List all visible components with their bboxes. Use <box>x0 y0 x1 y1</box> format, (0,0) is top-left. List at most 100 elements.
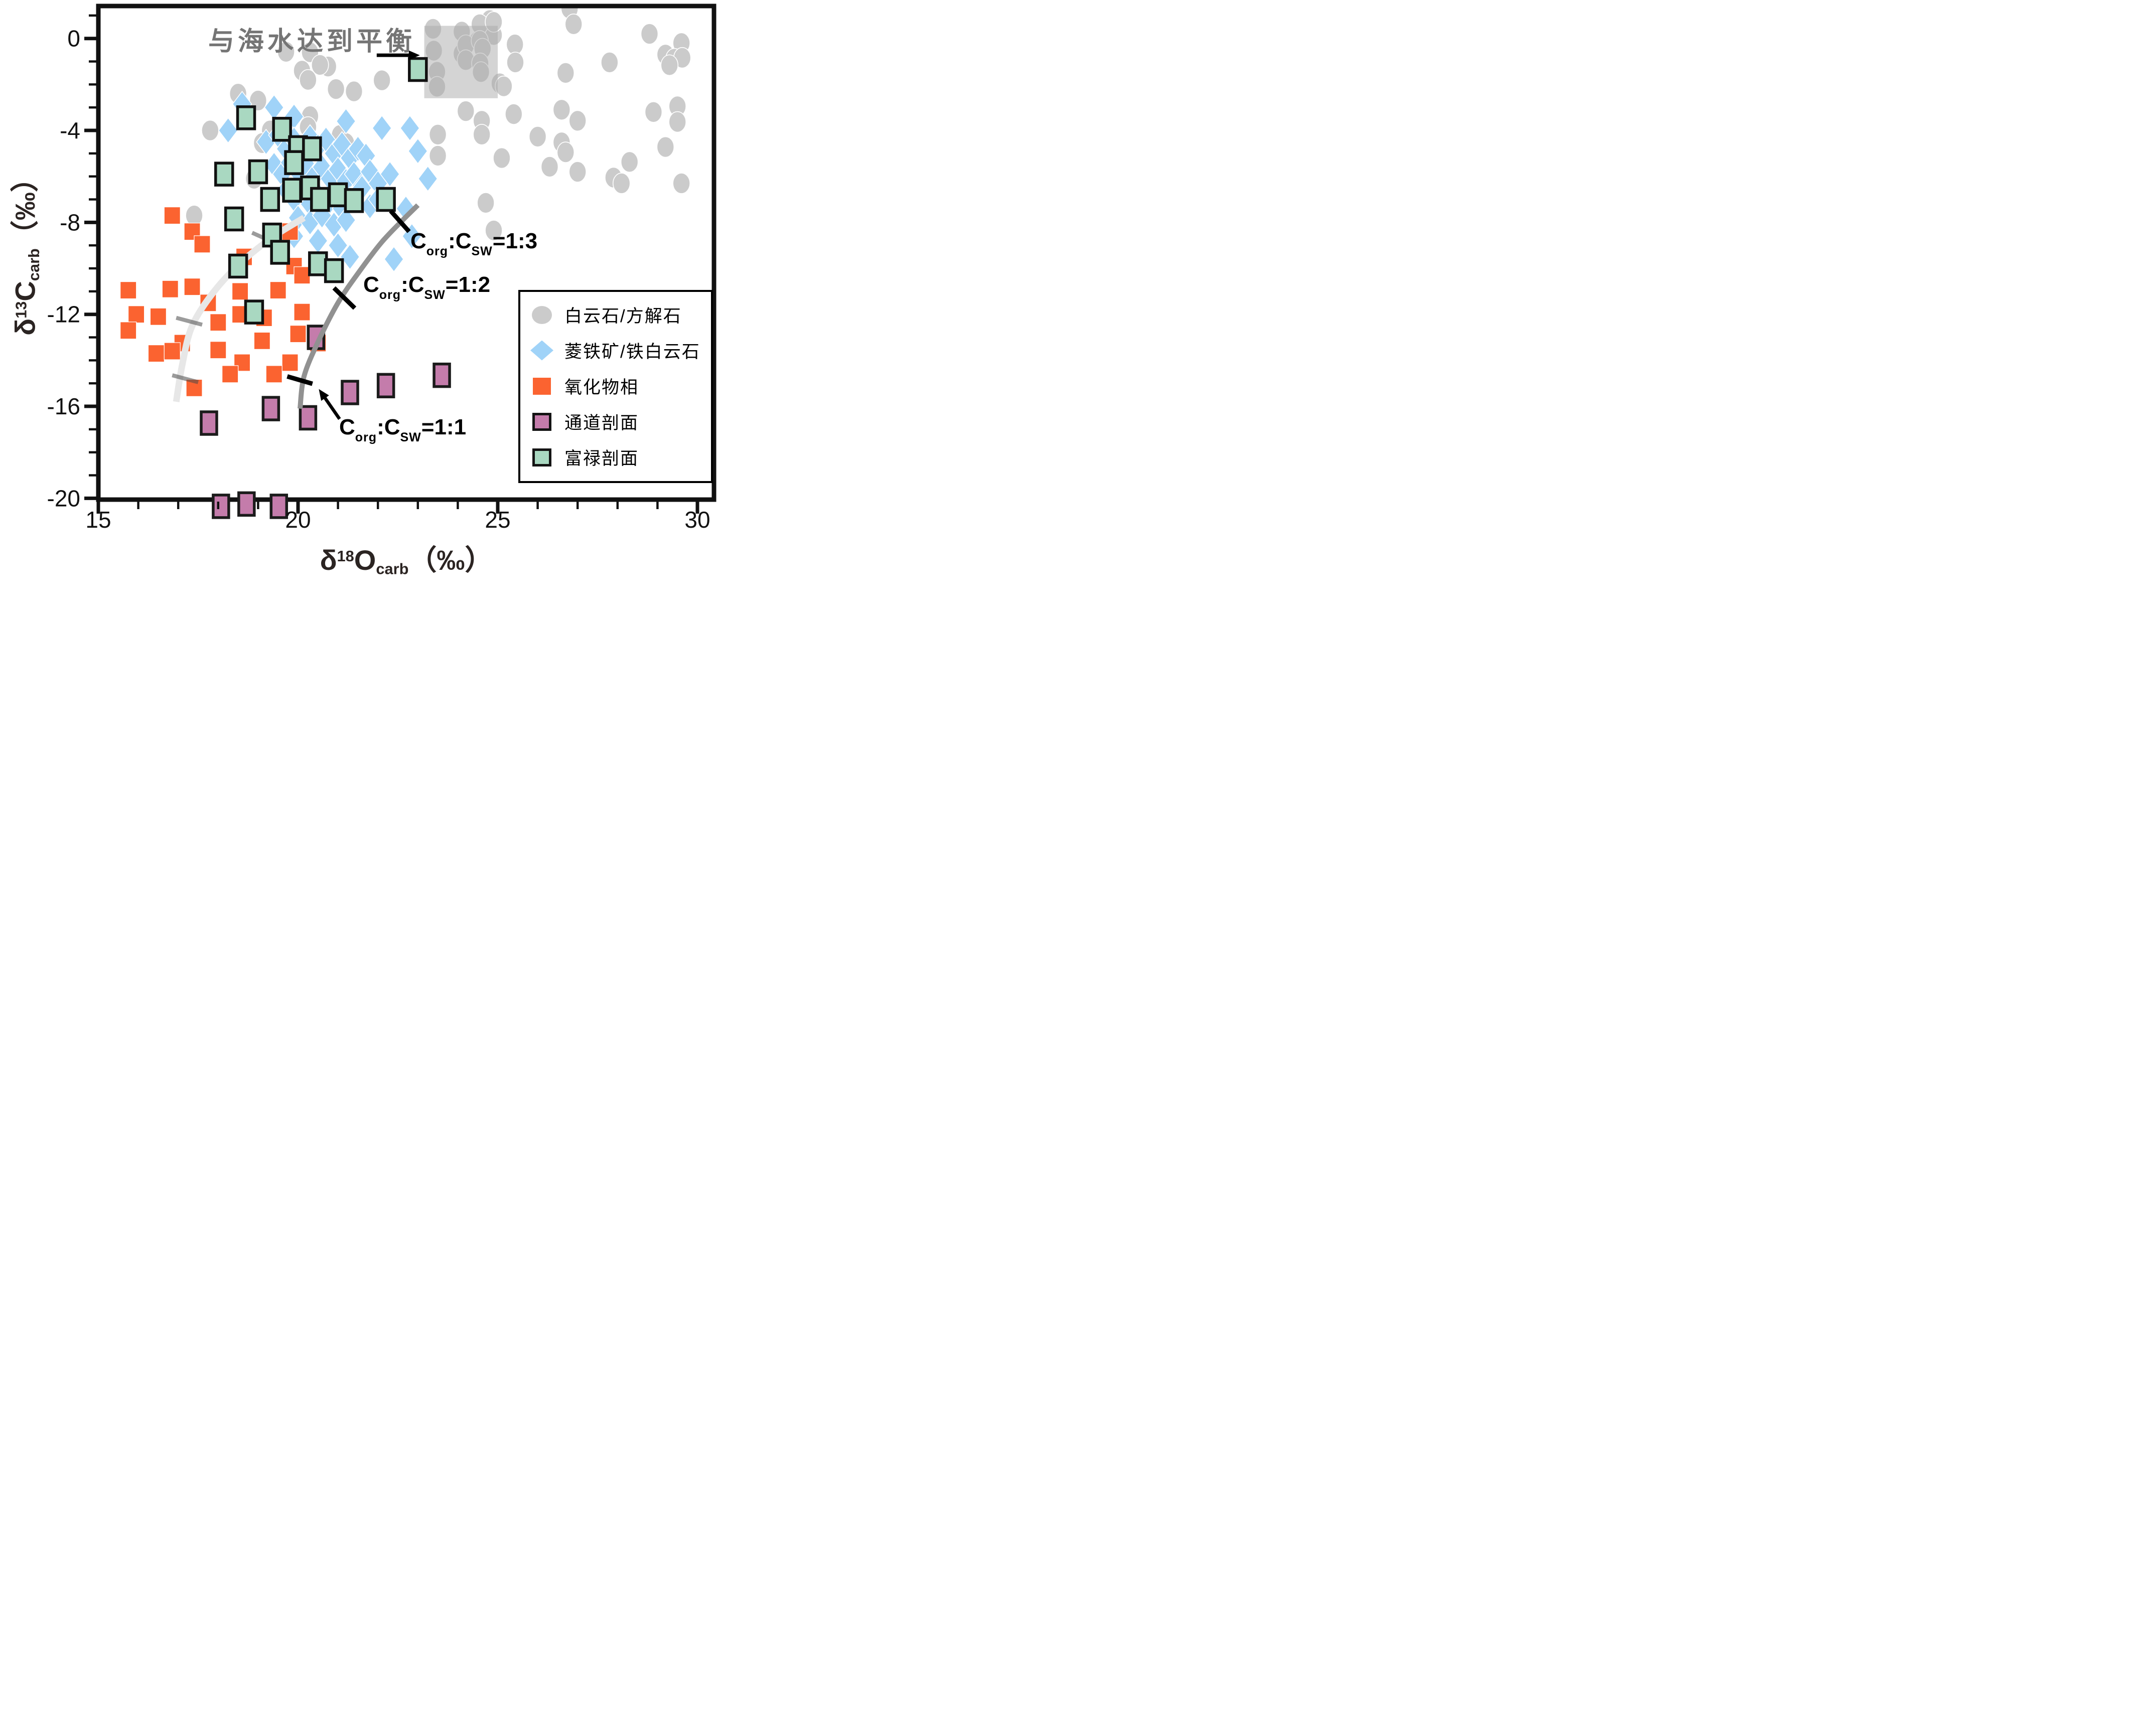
tongdao-section-marker-icon <box>532 412 551 431</box>
ratio-label-text: C <box>410 229 426 253</box>
siderite-ankerite-point <box>336 207 356 234</box>
oxide-phase-point <box>231 282 249 300</box>
fulu-section-point <box>308 251 328 276</box>
fulu-section-point <box>224 206 244 232</box>
dolomite-calcite-point <box>640 23 659 45</box>
siderite-ankerite-point <box>372 115 392 141</box>
dolomite-calcite-point <box>568 110 587 132</box>
oxide-phase-point <box>162 280 179 298</box>
equilibrium-arrow-head <box>408 50 420 60</box>
fulu-section-point <box>282 178 302 203</box>
dolomite-calcite-point <box>473 123 491 145</box>
dolomite-calcite-point <box>668 111 686 133</box>
seawater-equilibrium-annotation: 与海水达到平衡 <box>208 27 416 56</box>
dolomite-calcite-marker-icon <box>532 305 552 324</box>
fulu-section-point <box>260 187 280 212</box>
dolomite-calcite-point <box>556 62 575 84</box>
tongdao-section-point <box>269 494 289 519</box>
dolomite-calcite-point <box>612 173 631 194</box>
dolomite-calcite-point <box>493 147 511 169</box>
x-tick-label: 30 <box>684 507 710 533</box>
curve-tick-black <box>332 286 357 310</box>
curve-tick-gray <box>176 316 203 327</box>
dolomite-calcite-point <box>477 192 495 214</box>
legend-item-dolomite-calcite: 白云石/方解石 <box>520 297 711 333</box>
siderite-ankerite-marker-icon <box>530 340 553 361</box>
oxide-phase-point <box>184 223 201 241</box>
dolomite-calcite-point <box>185 205 203 226</box>
plot-area <box>120 8 691 519</box>
oxide-phase-point <box>265 365 282 383</box>
oxide-phase-point <box>222 365 239 383</box>
fulu-section-point <box>324 258 344 283</box>
dolomite-calcite-point <box>327 78 345 100</box>
legend-label: 菱铁矿/铁白云石 <box>564 342 700 362</box>
fulu-section-marker-icon <box>532 448 551 466</box>
tongdao-section-point <box>237 491 256 517</box>
dolomite-calcite-point <box>552 99 571 121</box>
curve-tick-black <box>389 209 411 233</box>
y-axis-title: δ13Ccarb（‰） <box>9 164 43 336</box>
fulu-section-point <box>310 187 330 212</box>
oxide-phase-point <box>294 303 311 321</box>
oxide-phase-point <box>150 307 167 326</box>
dolomite-calcite-point <box>672 173 690 194</box>
fulu-section-point <box>328 182 348 208</box>
siderite-ankerite-point <box>380 161 400 188</box>
dolomite-calcite-point <box>485 220 503 241</box>
oxide-phase-point <box>120 322 137 340</box>
siderite-ankerite-point <box>407 137 428 165</box>
dolomite-calcite-point <box>457 100 475 122</box>
legend-item-fulu-section: 富禄剖面 <box>520 439 711 475</box>
series-oxide-phase <box>120 207 327 397</box>
dolomite-calcite-point <box>528 126 547 147</box>
dolomite-calcite-point <box>540 156 559 178</box>
fulu-section-point <box>248 159 268 185</box>
oxide-phase-point <box>164 207 181 225</box>
fulu-section-point <box>272 116 292 142</box>
oxide-phase-point <box>281 354 299 372</box>
y-tick-label: -12 <box>47 301 80 328</box>
fulu-section-point <box>302 136 322 162</box>
siderite-ankerite-point <box>417 165 438 192</box>
ratio-1-1-arrow-head <box>319 389 329 401</box>
oxide-phase-point <box>128 305 145 324</box>
series-fulu-section <box>214 57 428 325</box>
ratio-label-1-1: Corg:CSW=1:1 <box>339 415 467 444</box>
fulu-section-point <box>376 187 396 212</box>
dolomite-calcite-point <box>656 136 675 158</box>
dolomite-calcite-point <box>299 69 317 91</box>
siderite-ankerite-point <box>340 243 360 270</box>
curve-tick-gray <box>172 373 199 384</box>
y-tick-label: -8 <box>60 209 80 235</box>
oxide-phase-point <box>210 314 227 332</box>
tongdao-section-point <box>299 405 318 431</box>
series-tongdao-section <box>200 325 451 519</box>
legend-label: 富禄剖面 <box>564 449 639 469</box>
oxide-phase-point <box>184 278 201 296</box>
y-tick-label: 0 <box>67 26 80 52</box>
fulu-section-point <box>408 57 428 82</box>
fulu-section-point <box>228 253 248 279</box>
legend-label: 白云石/方解石 <box>564 306 682 326</box>
dolomite-calcite-point <box>428 145 447 167</box>
x-tick-label: 15 <box>85 507 111 533</box>
x-tick-label: 20 <box>285 507 311 533</box>
ratio-1-1-arrow <box>323 396 341 420</box>
dolomite-calcite-point <box>644 101 663 123</box>
curve-tick-black <box>286 374 313 386</box>
oxide-phase-point <box>210 341 227 359</box>
oxide-phase-point <box>290 325 307 343</box>
x-tick-label: 25 <box>485 507 510 533</box>
dolomite-calcite-point <box>277 41 295 63</box>
legend-item-oxide-phase: 氧化物相 <box>520 368 711 404</box>
dolomite-calcite-point <box>564 13 583 35</box>
dolomite-calcite-point <box>428 123 447 145</box>
siderite-ankerite-point <box>384 246 404 273</box>
legend-label: 通道剖面 <box>564 413 639 433</box>
fulu-section-point <box>244 299 264 325</box>
fulu-section-point <box>236 105 256 130</box>
legend: 白云石/方解石 菱铁矿/铁白云石 氧化物相 通道剖面 富禄剖面 <box>518 290 713 483</box>
dolomite-calcite-point <box>505 103 523 125</box>
seawater-equilibrium-box <box>424 26 498 98</box>
